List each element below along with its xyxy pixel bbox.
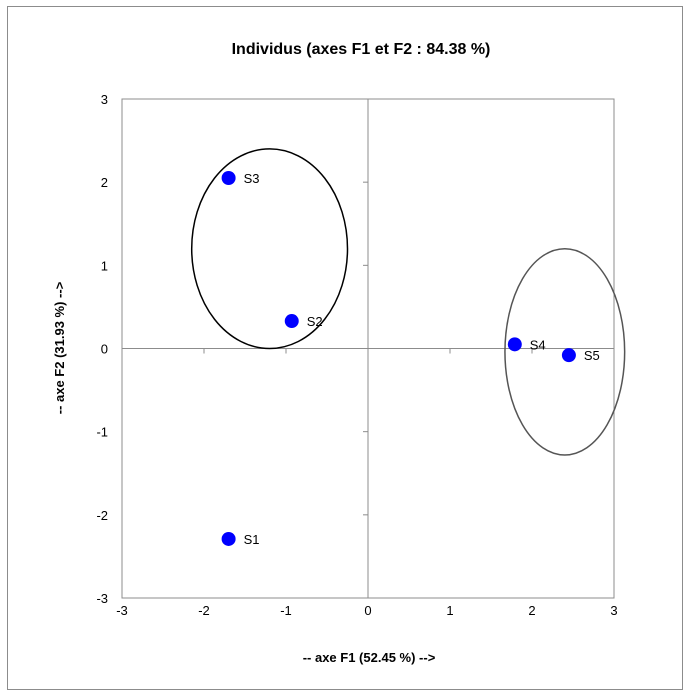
- cluster-ellipse: [190, 148, 349, 350]
- x-tick-label: 3: [610, 603, 617, 618]
- y-tick-label: -2: [96, 508, 108, 523]
- chart-frame: Individus (axes F1 et F2 : 84.38 %) -- a…: [7, 6, 683, 690]
- y-tick-label: 0: [101, 342, 108, 357]
- data-point-label: S1: [244, 532, 260, 547]
- y-tick-label: 1: [101, 258, 108, 273]
- data-point: [221, 171, 236, 186]
- data-point: [284, 314, 299, 329]
- x-tick-label: -1: [280, 603, 292, 618]
- cluster-ellipse: [504, 247, 626, 456]
- x-tick-label: 1: [446, 603, 453, 618]
- x-axis-label: -- axe F1 (52.45 %) -->: [303, 650, 436, 665]
- data-point: [561, 348, 576, 363]
- data-point-label: S5: [584, 348, 600, 363]
- x-tick-label: -3: [116, 603, 128, 618]
- chart-title: Individus (axes F1 et F2 : 84.38 %): [232, 41, 491, 58]
- x-tick-label: -2: [198, 603, 210, 618]
- data-point: [221, 531, 236, 546]
- x-tick-label: 2: [528, 603, 535, 618]
- data-point: [507, 337, 522, 352]
- scatter-chart: Individus (axes F1 et F2 : 84.38 %) -- a…: [52, 41, 626, 665]
- data-point-label: S3: [244, 171, 260, 186]
- y-tick-label: -3: [96, 591, 108, 606]
- data-point-label: S2: [307, 314, 323, 329]
- y-axis-label: -- axe F2 (31.93 %) -->: [52, 281, 67, 414]
- y-tick-label: -1: [96, 425, 108, 440]
- data-point-label: S4: [530, 337, 546, 352]
- y-tick-label: 3: [101, 92, 108, 107]
- y-tick-label: 2: [101, 175, 108, 190]
- x-tick-label: 0: [364, 603, 371, 618]
